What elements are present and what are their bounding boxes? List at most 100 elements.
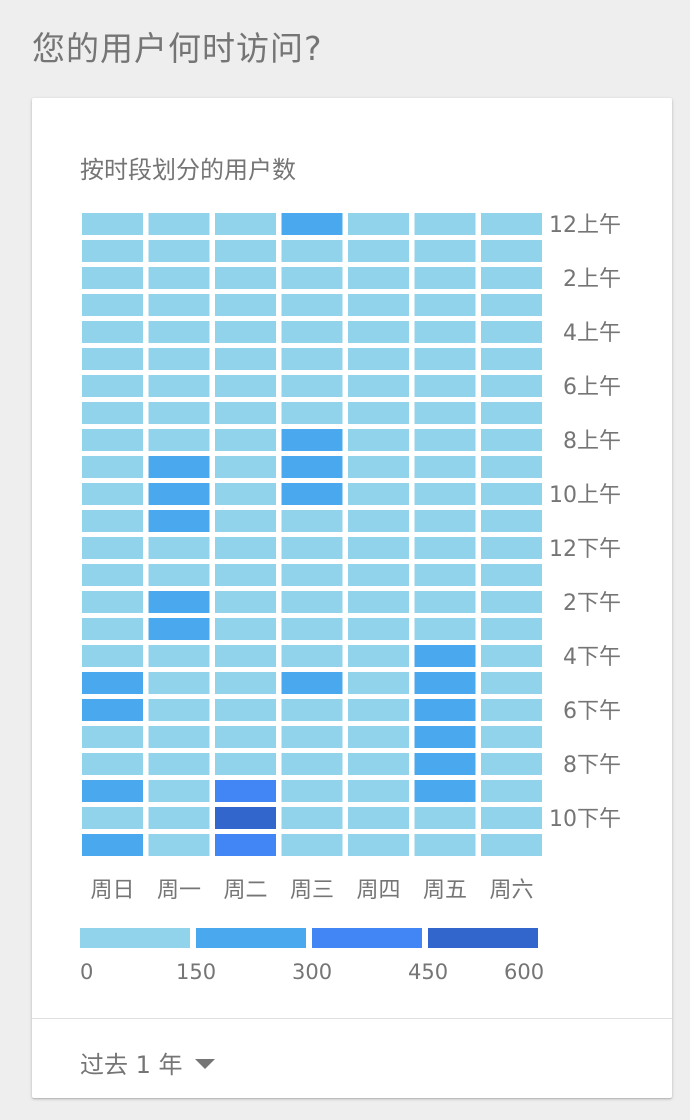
heatmap-cell-d6-h20[interactable]: [481, 753, 542, 775]
heatmap-cell-d2-h11[interactable]: [215, 510, 276, 532]
heatmap-cell-d0-h2[interactable]: [82, 267, 143, 289]
heatmap-cell-d1-h17[interactable]: [148, 672, 210, 694]
heatmap-cell-d0-h14[interactable]: [82, 591, 143, 613]
heatmap-cell-d1-h0[interactable]: [148, 213, 210, 235]
heatmap-cell-d4-h3[interactable]: [348, 294, 409, 316]
heatmap-cell-d5-h4[interactable]: [414, 321, 476, 343]
heatmap-cell-d0-h17[interactable]: [82, 672, 143, 694]
heatmap-cell-d0-h11[interactable]: [82, 510, 143, 532]
heatmap-cell-d2-h18[interactable]: [215, 699, 276, 721]
heatmap-cell-d4-h7[interactable]: [348, 402, 409, 424]
heatmap-cell-d2-h14[interactable]: [215, 591, 276, 613]
heatmap-cell-d0-h16[interactable]: [82, 645, 143, 667]
heatmap-cell-d0-h3[interactable]: [82, 294, 143, 316]
heatmap-cell-d3-h6[interactable]: [281, 375, 343, 397]
heatmap-cell-d1-h13[interactable]: [148, 564, 210, 586]
heatmap-cell-d2-h2[interactable]: [215, 267, 276, 289]
heatmap-cell-d1-h15[interactable]: [148, 618, 210, 640]
heatmap-cell-d6-h5[interactable]: [481, 348, 542, 370]
heatmap-cell-d3-h0[interactable]: [281, 213, 343, 235]
heatmap-cell-d2-h19[interactable]: [215, 726, 276, 748]
heatmap-cell-d6-h1[interactable]: [481, 240, 542, 262]
heatmap-cell-d2-h12[interactable]: [215, 537, 276, 559]
heatmap-cell-d6-h11[interactable]: [481, 510, 542, 532]
heatmap-cell-d2-h6[interactable]: [215, 375, 276, 397]
heatmap-cell-d5-h7[interactable]: [414, 402, 476, 424]
heatmap-cell-d1-h4[interactable]: [148, 321, 210, 343]
heatmap-cell-d4-h18[interactable]: [348, 699, 409, 721]
heatmap-cell-d2-h9[interactable]: [215, 456, 276, 478]
heatmap-cell-d2-h20[interactable]: [215, 753, 276, 775]
heatmap-cell-d5-h2[interactable]: [414, 267, 476, 289]
heatmap-cell-d5-h16[interactable]: [414, 645, 476, 667]
heatmap-cell-d0-h21[interactable]: [82, 780, 143, 802]
heatmap-cell-d5-h17[interactable]: [414, 672, 476, 694]
heatmap-cell-d5-h22[interactable]: [414, 807, 476, 829]
heatmap-cell-d5-h6[interactable]: [414, 375, 476, 397]
heatmap-cell-d5-h20[interactable]: [414, 753, 476, 775]
heatmap-cell-d4-h15[interactable]: [348, 618, 409, 640]
heatmap-cell-d4-h8[interactable]: [348, 429, 409, 451]
heatmap-cell-d0-h9[interactable]: [82, 456, 143, 478]
heatmap-cell-d0-h12[interactable]: [82, 537, 143, 559]
heatmap-cell-d4-h11[interactable]: [348, 510, 409, 532]
heatmap-cell-d4-h10[interactable]: [348, 483, 409, 505]
heatmap-cell-d1-h3[interactable]: [148, 294, 210, 316]
heatmap-cell-d6-h16[interactable]: [481, 645, 542, 667]
heatmap-cell-d1-h8[interactable]: [148, 429, 210, 451]
heatmap-cell-d0-h6[interactable]: [82, 375, 143, 397]
heatmap-cell-d2-h10[interactable]: [215, 483, 276, 505]
heatmap-cell-d2-h5[interactable]: [215, 348, 276, 370]
heatmap-cell-d3-h5[interactable]: [281, 348, 343, 370]
heatmap-cell-d2-h8[interactable]: [215, 429, 276, 451]
heatmap-cell-d3-h7[interactable]: [281, 402, 343, 424]
heatmap-cell-d4-h2[interactable]: [348, 267, 409, 289]
heatmap-cell-d1-h11[interactable]: [148, 510, 210, 532]
heatmap-cell-d6-h17[interactable]: [481, 672, 542, 694]
heatmap-cell-d1-h22[interactable]: [148, 807, 210, 829]
heatmap-cell-d5-h14[interactable]: [414, 591, 476, 613]
heatmap-cell-d1-h19[interactable]: [148, 726, 210, 748]
heatmap-cell-d3-h19[interactable]: [281, 726, 343, 748]
heatmap-cell-d6-h3[interactable]: [481, 294, 542, 316]
heatmap-cell-d1-h21[interactable]: [148, 780, 210, 802]
heatmap-cell-d3-h11[interactable]: [281, 510, 343, 532]
heatmap-cell-d6-h2[interactable]: [481, 267, 542, 289]
heatmap-cell-d1-h20[interactable]: [148, 753, 210, 775]
heatmap-cell-d0-h23[interactable]: [82, 834, 143, 856]
heatmap-cell-d3-h8[interactable]: [281, 429, 343, 451]
heatmap-cell-d3-h10[interactable]: [281, 483, 343, 505]
heatmap-cell-d2-h22[interactable]: [215, 807, 276, 829]
heatmap-cell-d0-h15[interactable]: [82, 618, 143, 640]
heatmap-cell-d2-h3[interactable]: [215, 294, 276, 316]
heatmap-cell-d5-h21[interactable]: [414, 780, 476, 802]
heatmap-cell-d3-h2[interactable]: [281, 267, 343, 289]
heatmap-cell-d4-h21[interactable]: [348, 780, 409, 802]
heatmap-cell-d0-h20[interactable]: [82, 753, 143, 775]
heatmap-cell-d4-h17[interactable]: [348, 672, 409, 694]
heatmap-cell-d0-h8[interactable]: [82, 429, 143, 451]
heatmap-cell-d6-h19[interactable]: [481, 726, 542, 748]
heatmap-cell-d5-h19[interactable]: [414, 726, 476, 748]
heatmap-cell-d6-h6[interactable]: [481, 375, 542, 397]
heatmap-cell-d6-h8[interactable]: [481, 429, 542, 451]
heatmap-cell-d3-h14[interactable]: [281, 591, 343, 613]
heatmap-cell-d5-h10[interactable]: [414, 483, 476, 505]
heatmap-cell-d5-h1[interactable]: [414, 240, 476, 262]
heatmap-cell-d4-h5[interactable]: [348, 348, 409, 370]
heatmap-cell-d0-h19[interactable]: [82, 726, 143, 748]
heatmap-cell-d3-h20[interactable]: [281, 753, 343, 775]
heatmap-cell-d6-h23[interactable]: [481, 834, 542, 856]
heatmap-cell-d6-h7[interactable]: [481, 402, 542, 424]
heatmap-cell-d1-h18[interactable]: [148, 699, 210, 721]
heatmap-cell-d4-h4[interactable]: [348, 321, 409, 343]
heatmap-cell-d6-h9[interactable]: [481, 456, 542, 478]
heatmap-cell-d1-h10[interactable]: [148, 483, 210, 505]
heatmap-cell-d6-h15[interactable]: [481, 618, 542, 640]
heatmap-cell-d5-h15[interactable]: [414, 618, 476, 640]
heatmap-cell-d0-h5[interactable]: [82, 348, 143, 370]
heatmap-cell-d3-h17[interactable]: [281, 672, 343, 694]
heatmap-cell-d3-h4[interactable]: [281, 321, 343, 343]
heatmap-cell-d1-h7[interactable]: [148, 402, 210, 424]
heatmap-cell-d2-h21[interactable]: [215, 780, 276, 802]
